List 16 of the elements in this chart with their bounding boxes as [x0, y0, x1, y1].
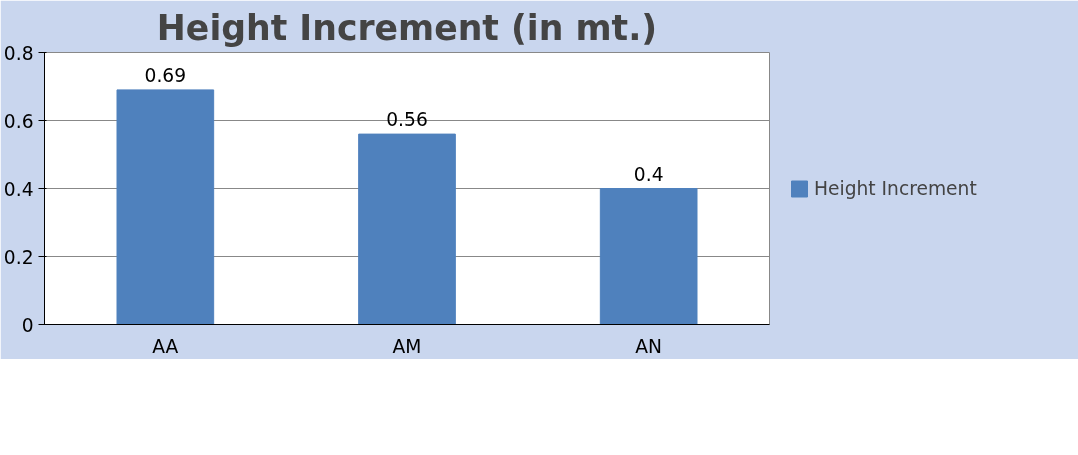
y-tick-label: 0.8 [3, 42, 34, 64]
legend-label: Height Increment [814, 177, 977, 199]
x-tick-label: AM [392, 335, 422, 357]
bar [599, 188, 698, 325]
y-tick-label: 0 [21, 314, 34, 336]
data-label: 0.56 [386, 109, 428, 131]
data-label: 0.4 [633, 163, 664, 185]
y-tick-label: 0.2 [3, 246, 34, 268]
x-tick-label: AA [152, 335, 179, 357]
chart-title: Height Increment (in mt.) [156, 7, 658, 48]
data-label: 0.69 [144, 64, 187, 86]
bar [116, 89, 215, 325]
bar [358, 133, 456, 325]
y-tick-label: 0.4 [3, 178, 34, 200]
y-tick-label: 0.6 [3, 110, 34, 132]
x-tick-label: AN [635, 335, 663, 357]
